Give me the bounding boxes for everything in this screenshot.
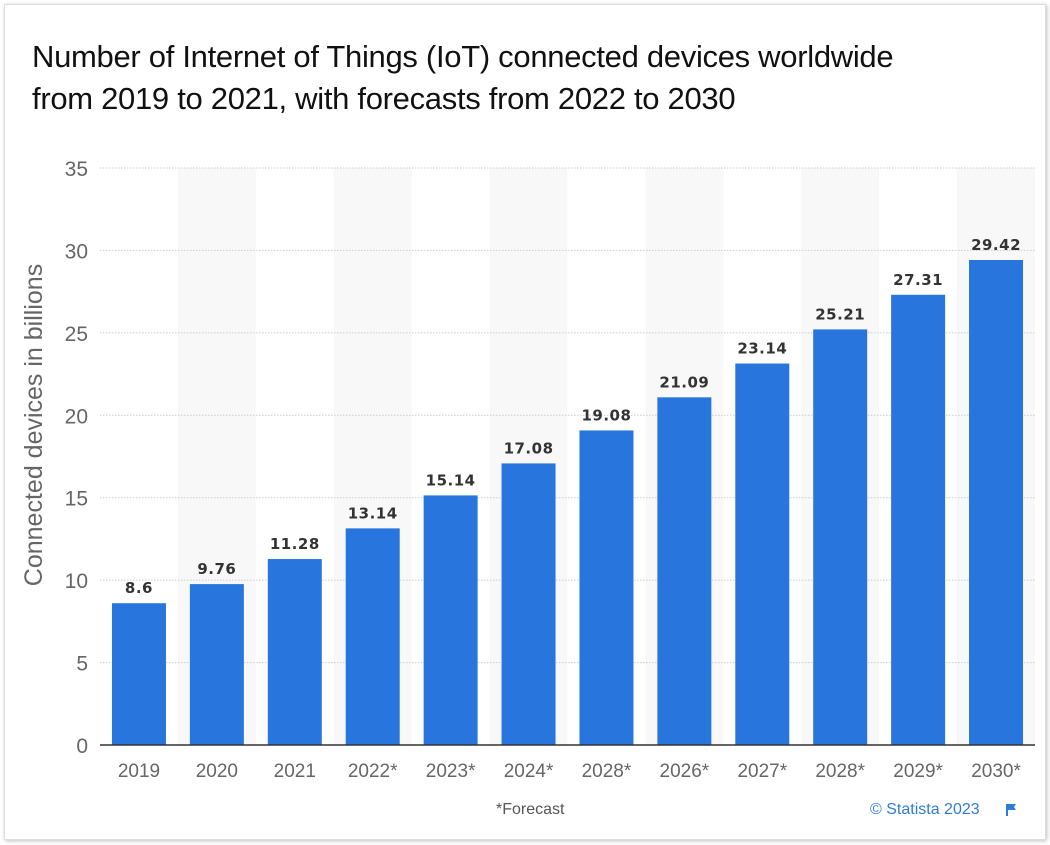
- bar: [345, 528, 400, 745]
- bar: [579, 430, 634, 745]
- data-label: 17.08: [504, 439, 554, 457]
- x-tick-label: 2028*: [582, 761, 632, 782]
- x-tick-label: 2021: [274, 761, 316, 782]
- chart-title: Number of Internet of Things (IoT) conne…: [32, 36, 894, 120]
- title-line-2: from 2019 to 2021, with forecasts from 2…: [32, 81, 736, 116]
- x-tick-label: 2022*: [348, 761, 398, 782]
- y-tick-label: 20: [65, 405, 88, 428]
- x-tick-label: 2028*: [815, 761, 865, 782]
- bar: [813, 329, 868, 745]
- y-tick-label: 0: [76, 735, 88, 758]
- flag-icon[interactable]: [1005, 803, 1017, 817]
- bar: [189, 584, 244, 745]
- y-tick-label: 25: [65, 323, 88, 346]
- bar: [657, 397, 712, 745]
- data-label: 11.28: [270, 535, 320, 553]
- bar: [969, 259, 1024, 745]
- data-label: 15.14: [426, 471, 476, 489]
- data-label: 23.14: [737, 340, 787, 358]
- data-label: 8.6: [125, 579, 153, 597]
- x-tick-label: 2024*: [504, 761, 554, 782]
- x-tick-label: 2023*: [426, 761, 476, 782]
- x-tick-label: 2027*: [737, 761, 787, 782]
- x-tick-label: 2020: [196, 761, 238, 782]
- title-line-1: Number of Internet of Things (IoT) conne…: [32, 39, 894, 74]
- bar: [501, 463, 556, 745]
- data-label: 27.31: [893, 271, 943, 289]
- statista-source-link[interactable]: © Statista 2023: [870, 801, 980, 818]
- y-axis-label: Connected devices in billions: [20, 264, 48, 586]
- forecast-footnote: *Forecast: [496, 801, 565, 818]
- bar: [267, 559, 322, 745]
- x-tick-label: 2026*: [660, 761, 710, 782]
- bar: [735, 363, 790, 745]
- data-label: 25.21: [815, 305, 865, 323]
- y-tick-label: 5: [76, 653, 88, 676]
- x-tick-label: 2030*: [971, 761, 1021, 782]
- y-tick-label: 35: [65, 158, 88, 181]
- y-tick-label: 15: [65, 488, 88, 511]
- x-tick-label: 2019: [118, 761, 160, 782]
- data-label: 13.14: [348, 504, 398, 522]
- y-tick-label: 30: [65, 240, 88, 263]
- y-tick-label: 10: [65, 570, 88, 593]
- data-label: 19.08: [581, 406, 631, 424]
- bar: [111, 603, 166, 745]
- data-label: 29.42: [971, 236, 1021, 254]
- x-tick-label: 2029*: [893, 761, 943, 782]
- data-label: 21.09: [659, 373, 709, 391]
- data-label: 9.76: [197, 560, 236, 578]
- bar: [423, 495, 478, 745]
- bar: [891, 294, 946, 745]
